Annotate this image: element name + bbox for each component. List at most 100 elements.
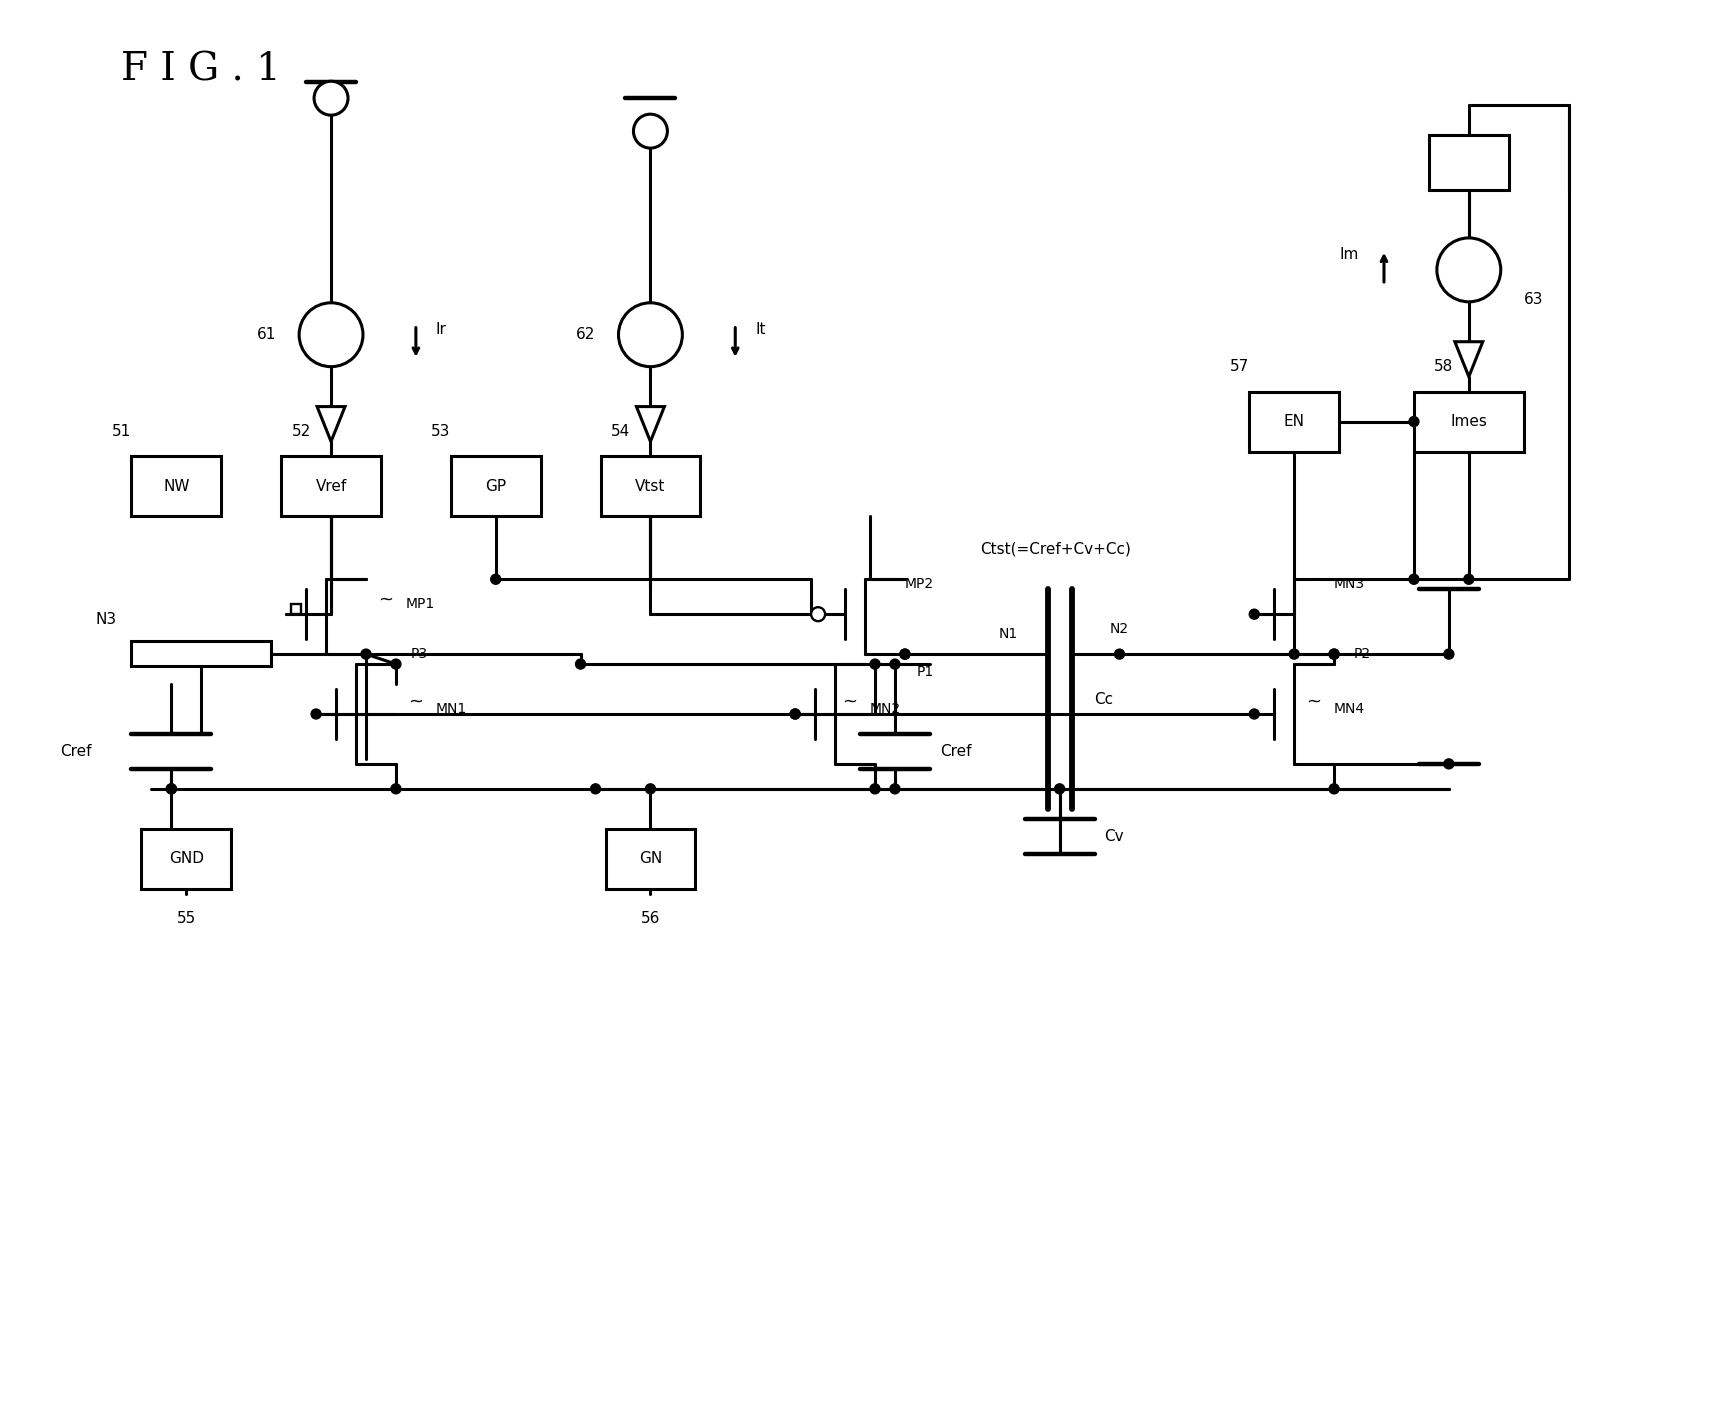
Circle shape: [890, 783, 900, 793]
Circle shape: [791, 710, 799, 719]
Polygon shape: [636, 407, 664, 441]
Bar: [281, 457, 381, 517]
Text: Cref: Cref: [940, 744, 971, 759]
Circle shape: [1054, 783, 1065, 793]
Circle shape: [1410, 417, 1418, 427]
Circle shape: [591, 783, 600, 793]
Bar: [451, 457, 541, 517]
Text: A: A: [326, 328, 336, 342]
Text: Cc: Cc: [1094, 691, 1113, 707]
Text: P2: P2: [1354, 647, 1372, 661]
Circle shape: [166, 783, 177, 793]
Text: GN: GN: [638, 851, 662, 866]
Circle shape: [890, 658, 900, 670]
Text: 53: 53: [432, 424, 451, 438]
Text: MN2: MN2: [870, 702, 902, 717]
Text: ~: ~: [378, 590, 394, 609]
Text: NW: NW: [163, 480, 189, 494]
Text: P3: P3: [411, 647, 428, 661]
Text: MN1: MN1: [435, 702, 466, 717]
Circle shape: [791, 710, 799, 719]
Text: ~: ~: [409, 692, 423, 711]
Circle shape: [645, 783, 655, 793]
Text: Cv: Cv: [1105, 829, 1124, 844]
Circle shape: [298, 302, 362, 366]
Text: Ir: Ir: [435, 322, 447, 338]
Circle shape: [1410, 575, 1418, 585]
Text: ~: ~: [877, 570, 893, 589]
Text: Vtst: Vtst: [635, 480, 666, 494]
Text: N1: N1: [999, 627, 1018, 641]
Bar: [605, 829, 695, 888]
Circle shape: [361, 648, 371, 658]
Text: 56: 56: [642, 911, 661, 927]
Circle shape: [1444, 648, 1453, 658]
Text: 51: 51: [111, 424, 132, 438]
Circle shape: [812, 607, 825, 622]
Bar: [1429, 135, 1509, 190]
Circle shape: [166, 783, 177, 793]
Text: F I G . 1: F I G . 1: [121, 51, 281, 89]
Circle shape: [390, 658, 401, 670]
Circle shape: [310, 710, 321, 719]
Text: Imes: Imes: [1450, 414, 1488, 429]
Polygon shape: [317, 407, 345, 441]
Text: Cref: Cref: [61, 744, 92, 759]
Text: P1: P1: [916, 666, 933, 680]
Text: A: A: [645, 328, 655, 342]
Bar: [600, 457, 701, 517]
Text: ~: ~: [1307, 692, 1321, 711]
Text: 52: 52: [291, 424, 310, 438]
Text: MN4: MN4: [1333, 702, 1365, 717]
Text: Vref: Vref: [316, 480, 347, 494]
Circle shape: [576, 658, 586, 670]
Text: MN3: MN3: [1333, 578, 1365, 592]
Text: 54: 54: [610, 424, 629, 438]
Circle shape: [1288, 648, 1299, 658]
Circle shape: [900, 648, 910, 658]
Text: 62: 62: [576, 328, 595, 342]
Text: 63: 63: [1524, 292, 1543, 308]
Text: 61: 61: [257, 328, 276, 342]
Bar: [142, 829, 231, 888]
Text: ~: ~: [843, 692, 858, 711]
Bar: [291, 604, 302, 614]
Circle shape: [390, 783, 401, 793]
Text: GP: GP: [486, 480, 506, 494]
Text: MP2: MP2: [905, 578, 935, 592]
Text: ~: ~: [1307, 570, 1321, 589]
Text: GND: GND: [168, 851, 205, 866]
Circle shape: [491, 575, 501, 585]
Circle shape: [870, 783, 879, 793]
Circle shape: [1248, 710, 1259, 719]
Text: 55: 55: [177, 911, 196, 927]
Text: 57: 57: [1229, 359, 1248, 375]
Text: Ctst(=Cref+Cv+Cc): Ctst(=Cref+Cv+Cc): [980, 542, 1131, 556]
Circle shape: [633, 114, 668, 148]
Bar: [1413, 392, 1524, 451]
Circle shape: [870, 658, 879, 670]
Circle shape: [1328, 783, 1339, 793]
Text: MP1: MP1: [406, 597, 435, 612]
Bar: [132, 641, 271, 666]
Text: N3: N3: [95, 612, 116, 627]
Circle shape: [1248, 609, 1259, 619]
Circle shape: [619, 302, 683, 366]
Bar: [132, 457, 222, 517]
Circle shape: [1328, 648, 1339, 658]
Text: N2: N2: [1110, 622, 1129, 636]
Circle shape: [1437, 238, 1500, 302]
Polygon shape: [1455, 342, 1483, 376]
Circle shape: [900, 648, 910, 658]
Text: It: It: [756, 322, 766, 338]
Text: Im: Im: [1340, 247, 1359, 263]
Text: 58: 58: [1434, 359, 1453, 375]
Circle shape: [314, 81, 349, 115]
Circle shape: [1115, 648, 1124, 658]
Circle shape: [1463, 575, 1474, 585]
Circle shape: [1444, 759, 1453, 769]
Text: EN: EN: [1283, 414, 1304, 429]
Text: A: A: [1463, 263, 1474, 277]
Bar: [1248, 392, 1339, 451]
Circle shape: [1328, 648, 1339, 658]
